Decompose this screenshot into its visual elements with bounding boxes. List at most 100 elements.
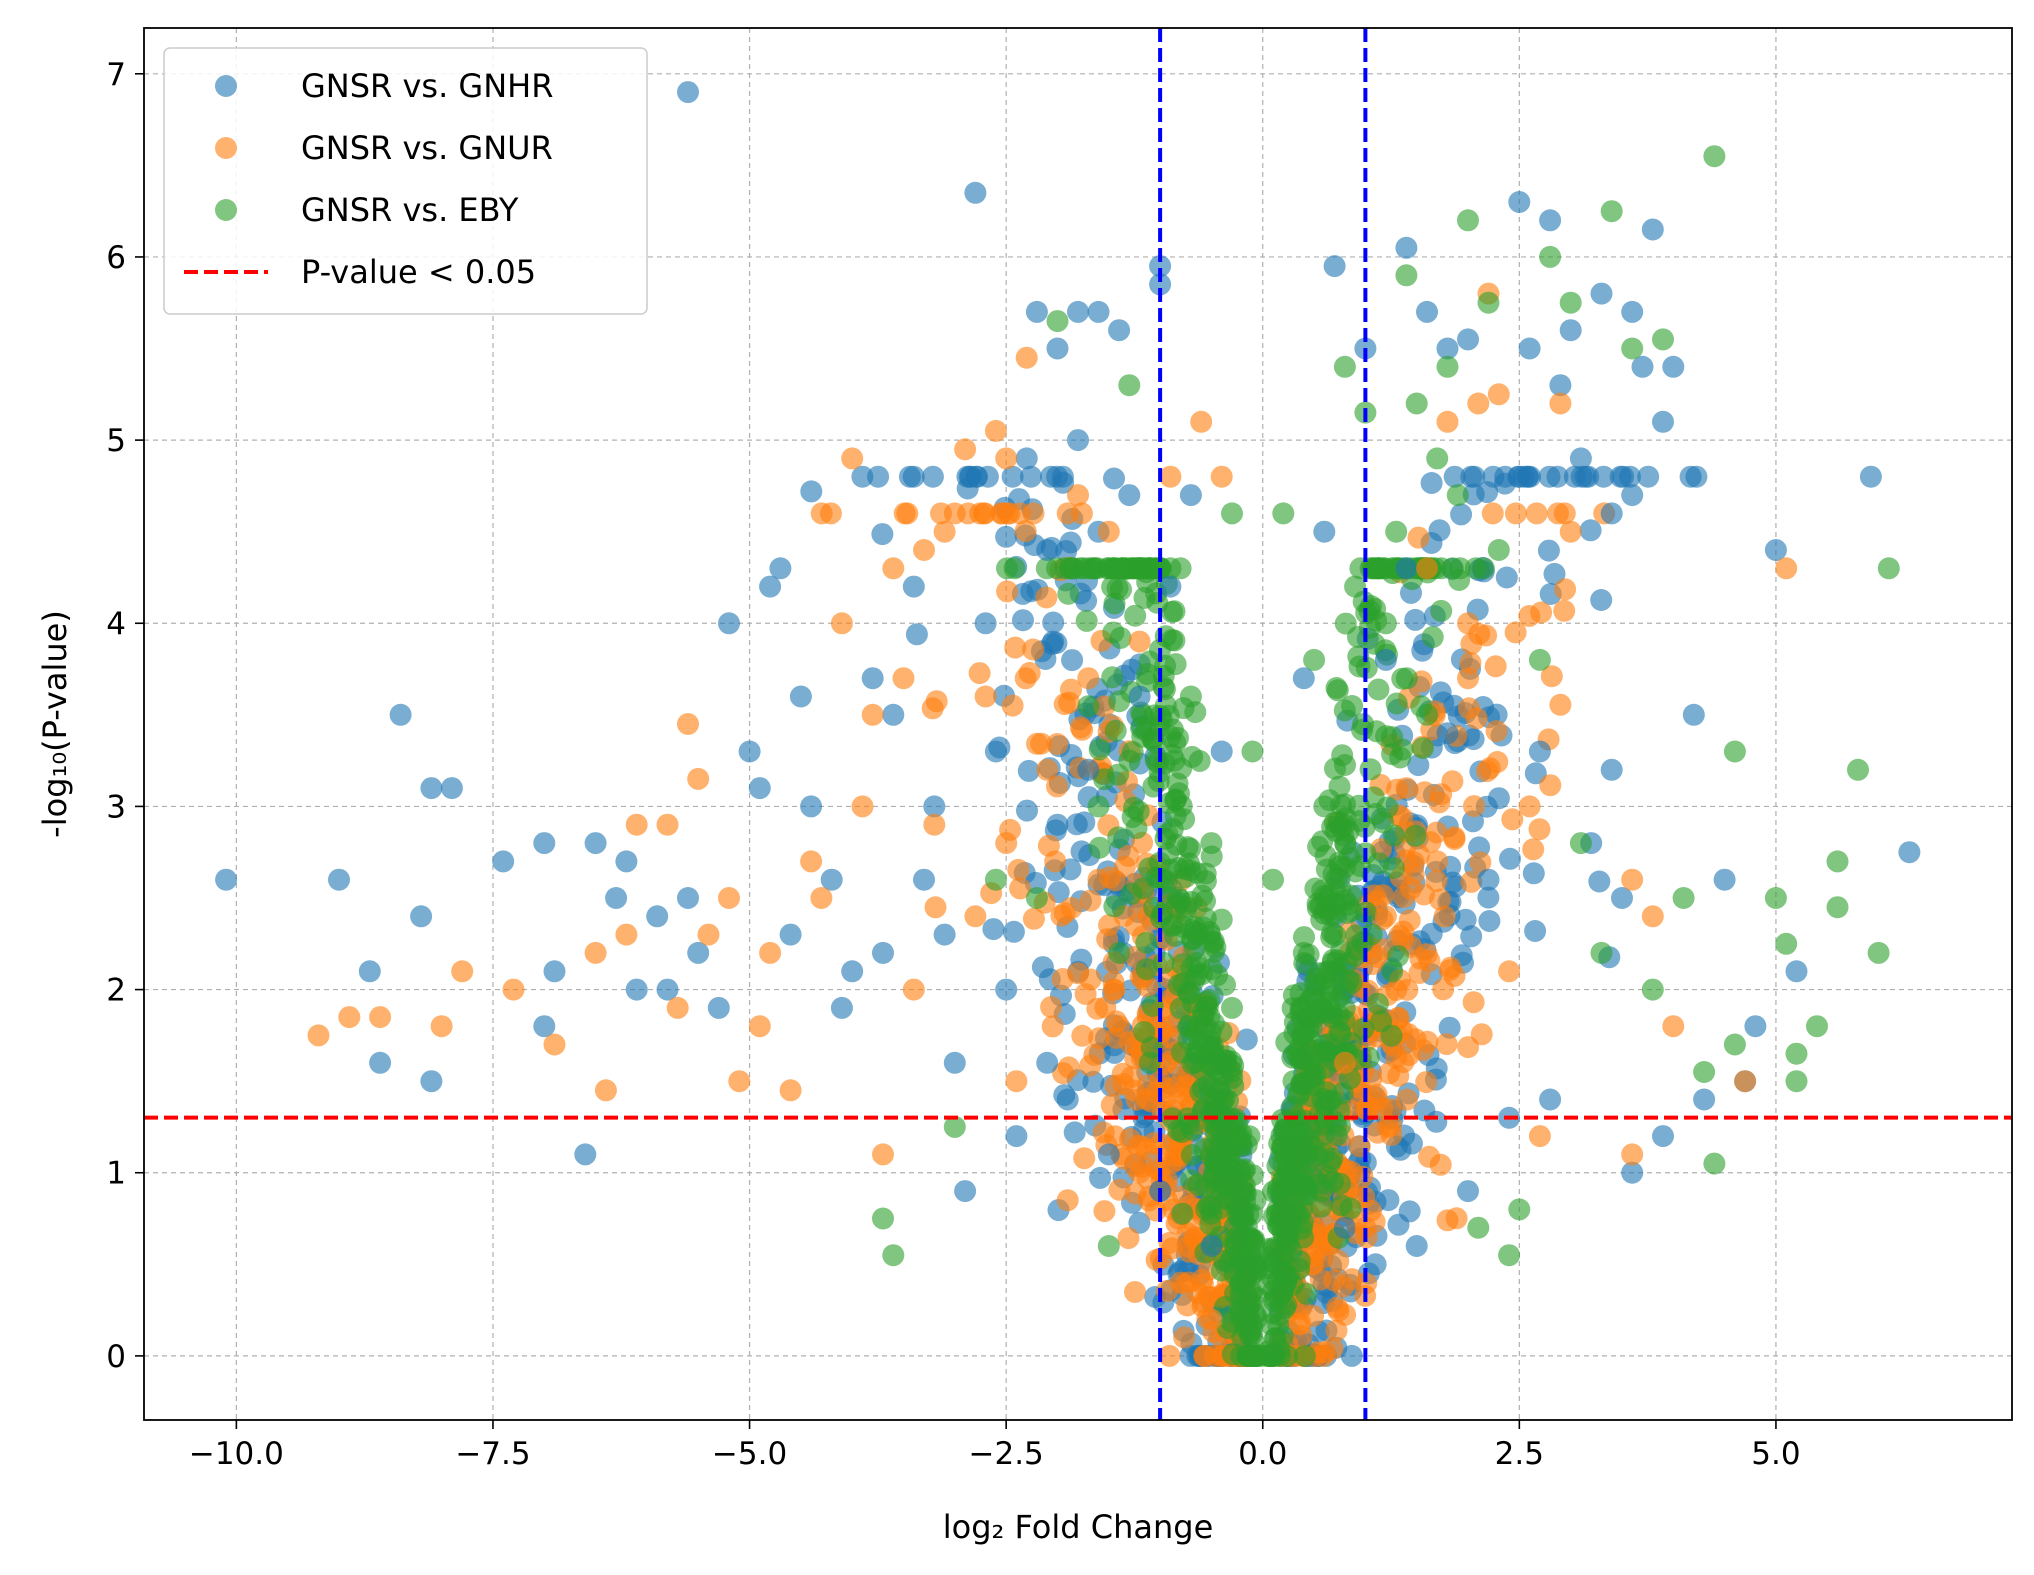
scatter-point: [1405, 392, 1428, 415]
legend-marker: [215, 137, 237, 159]
scatter-point: [871, 523, 894, 546]
scatter-point: [728, 1070, 751, 1093]
scatter-point: [1067, 484, 1089, 507]
scatter-point: [1366, 946, 1389, 968]
scatter-point: [574, 1143, 597, 1166]
scatter-point: [584, 941, 607, 964]
scatter-point: [1042, 611, 1065, 634]
scatter-point: [1539, 245, 1562, 268]
scatter-point: [1154, 625, 1177, 648]
scatter-point: [625, 978, 648, 1001]
scatter-point: [1723, 740, 1746, 763]
scatter-point: [1325, 960, 1348, 983]
scatter-point: [1067, 300, 1089, 323]
scatter-point: [1164, 1076, 1187, 1098]
scatter-point: [1110, 578, 1132, 601]
scatter-point: [1377, 1189, 1400, 1212]
scatter-point: [1235, 1028, 1258, 1051]
scatter-point: [1672, 887, 1695, 909]
scatter-point: [1785, 1042, 1808, 1065]
scatter-point: [943, 1051, 966, 1074]
scatter-point: [1171, 1202, 1194, 1225]
scatter-point: [1436, 355, 1459, 378]
scatter-point: [1487, 539, 1510, 561]
scatter-point: [389, 703, 412, 726]
scatter-point: [307, 1024, 330, 1047]
scatter-point: [779, 1079, 802, 1102]
scatter-point: [1036, 1051, 1059, 1074]
scatter-point: [543, 960, 566, 983]
scatter-point: [1499, 847, 1521, 870]
scatter-point: [533, 1015, 556, 1038]
scatter-point: [841, 960, 864, 983]
scatter-point: [1621, 1161, 1644, 1184]
scatter-point: [1333, 856, 1356, 879]
legend-label: GNSR vs. GNHR: [301, 67, 553, 105]
scatter-point: [1101, 666, 1124, 689]
scatter-point: [1413, 781, 1436, 804]
scatter-point: [677, 713, 699, 735]
scatter-point: [1228, 1158, 1251, 1181]
scatter-point: [1467, 1216, 1490, 1239]
scatter-point: [1128, 630, 1151, 653]
scatter-point: [1421, 626, 1444, 649]
scatter-point: [1221, 996, 1243, 1019]
scatter-point: [1405, 1235, 1428, 1257]
scatter-point: [1308, 962, 1330, 985]
scatter-point: [1476, 481, 1499, 504]
scatter-point: [779, 923, 802, 946]
scatter-point: [1436, 1209, 1459, 1232]
scatter-point: [1481, 502, 1504, 525]
scatter-point: [1898, 841, 1921, 864]
scatter-point: [1077, 695, 1100, 718]
scatter-point: [1859, 465, 1882, 488]
scatter-point: [1014, 667, 1037, 690]
scatter-point: [1231, 1326, 1254, 1349]
scatter-point: [943, 1115, 966, 1138]
scatter-point: [1036, 539, 1059, 561]
scatter-point: [338, 1006, 361, 1029]
scatter-point: [1430, 783, 1453, 806]
scatter-point: [1416, 557, 1438, 580]
scatter-point: [1652, 1125, 1674, 1148]
scatter-point: [1035, 557, 1058, 580]
scatter-point: [1398, 1200, 1421, 1223]
scatter-point: [1189, 1081, 1212, 1104]
scatter-point: [1354, 1216, 1377, 1239]
reference-lines: [144, 28, 2012, 1420]
scatter-point: [594, 1079, 617, 1102]
scatter-point: [1128, 1161, 1151, 1184]
scatter-point: [1438, 959, 1461, 982]
scatter-point: [1418, 1145, 1441, 1168]
scatter-point: [1335, 902, 1358, 924]
scatter-point: [830, 612, 853, 635]
scatter-point: [1159, 575, 1182, 598]
scatter-point: [1395, 1088, 1418, 1111]
scatter-point: [1402, 863, 1425, 886]
plot-frame: [143, 27, 2013, 1421]
scatter-point: [1460, 632, 1483, 655]
scatter-point: [1097, 1235, 1120, 1257]
scatter-point: [1149, 255, 1172, 278]
scatter-point: [1325, 1124, 1348, 1147]
scatter-point: [656, 978, 679, 1001]
scatter-point: [1005, 1070, 1028, 1093]
scatter-point: [1685, 465, 1708, 488]
scatter-point: [1144, 749, 1167, 772]
scatter-point: [1172, 972, 1195, 995]
scatter-point: [1015, 447, 1038, 470]
y-tick-label: 2: [106, 973, 126, 1009]
x-tick-label: 0.0: [1238, 1436, 1287, 1472]
scatter-point: [1416, 1030, 1439, 1053]
scatter-point: [1554, 578, 1577, 601]
scatter-point: [882, 557, 905, 580]
scatter-point: [1200, 1308, 1223, 1331]
scatter-point: [1785, 1070, 1808, 1093]
scatter-point: [1486, 751, 1509, 773]
scatter-point: [984, 868, 1007, 891]
scatter-point: [677, 887, 699, 909]
scatter-point: [1826, 850, 1849, 873]
scatter-point: [1070, 840, 1093, 863]
scatter-point: [369, 1051, 392, 1074]
scatter-point: [1600, 200, 1623, 223]
